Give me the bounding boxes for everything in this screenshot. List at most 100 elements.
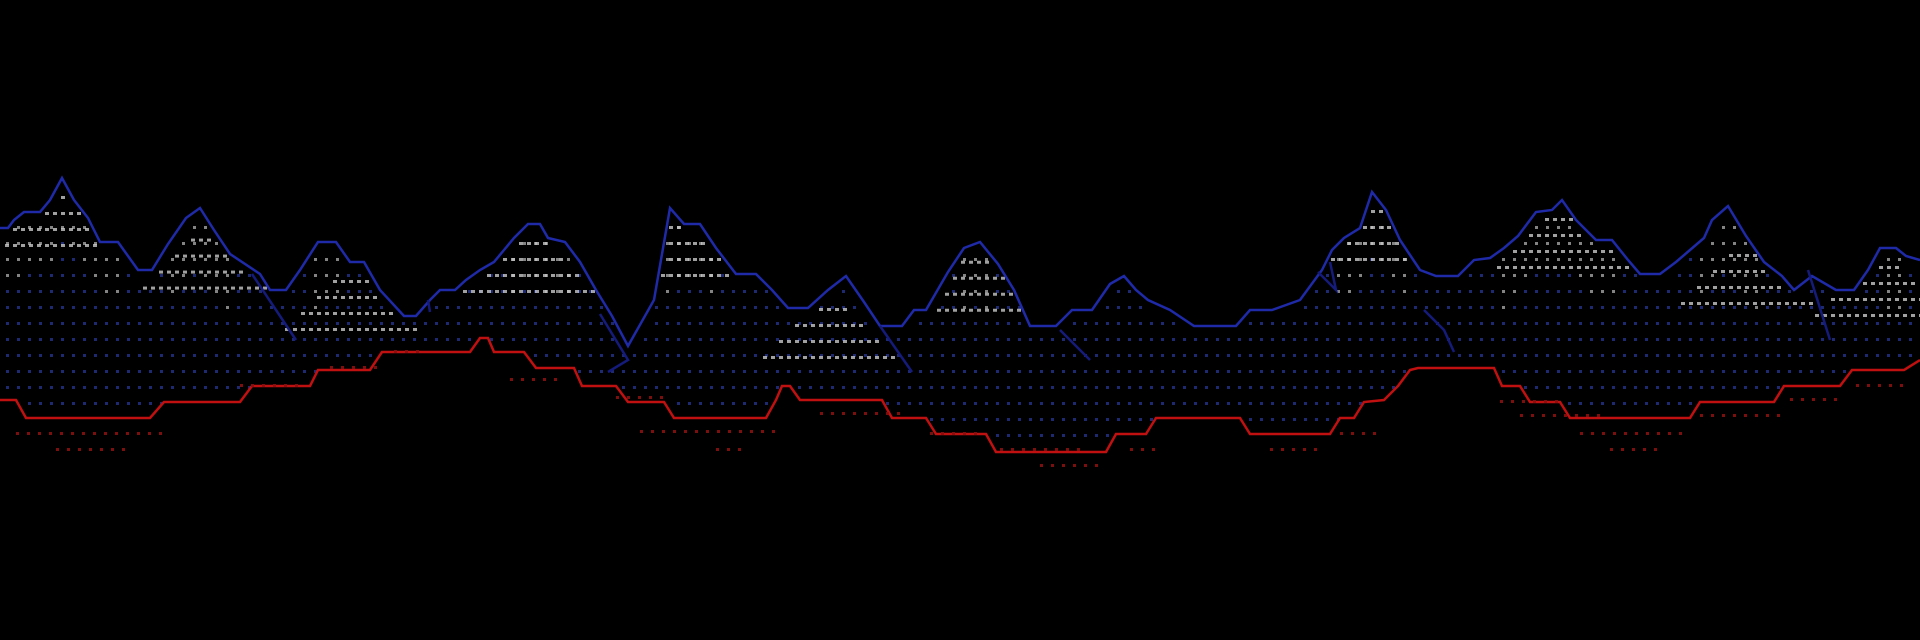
shade-dot — [1678, 386, 1681, 389]
shade-dot — [149, 322, 152, 325]
shade-dot — [50, 274, 53, 277]
shade-dot — [1700, 306, 1703, 309]
snow-dot — [717, 258, 721, 261]
shade-dot — [39, 306, 42, 309]
snow-dot — [1513, 266, 1517, 269]
shade-dot — [1722, 290, 1725, 293]
shade-dot — [1348, 338, 1351, 341]
shade-dot — [1535, 306, 1538, 309]
shade-dot — [875, 370, 878, 373]
snow-dot — [993, 292, 997, 296]
shade-dot — [1117, 322, 1120, 325]
shade-dot — [1711, 354, 1714, 357]
shade-dot — [72, 242, 75, 245]
shade-dot — [765, 322, 768, 325]
shade-dot — [270, 370, 273, 373]
shade-dot — [985, 306, 988, 309]
shade-dot — [1238, 338, 1241, 341]
shade-dot — [1062, 402, 1065, 405]
snow-dot — [1585, 266, 1589, 269]
shade-dot — [1084, 322, 1087, 325]
shade-dot — [1326, 306, 1329, 309]
shade-dot — [1403, 338, 1406, 341]
shade-dot — [1546, 322, 1549, 325]
shade-dot — [413, 322, 416, 325]
shade-dot — [369, 306, 372, 309]
shade-dot — [1601, 370, 1604, 373]
shade-dot — [1832, 306, 1835, 309]
shade-dot — [1117, 402, 1120, 405]
shade-dot — [490, 290, 493, 293]
shade-dot — [666, 274, 669, 277]
shade-dot — [941, 402, 944, 405]
shade-dot — [1854, 354, 1857, 357]
snow-dot — [1363, 226, 1367, 229]
shade-dot — [1161, 370, 1164, 373]
shade-dot — [1645, 354, 1648, 357]
shade-dot — [1348, 354, 1351, 357]
shade-dot — [831, 386, 834, 389]
shade-dot — [17, 290, 20, 293]
shade-dot — [369, 354, 372, 357]
shade-dot — [952, 402, 955, 405]
ground-dot — [148, 432, 151, 435]
shade-dot — [963, 418, 966, 421]
shade-dot — [1843, 370, 1846, 373]
shade-dot — [1821, 370, 1824, 373]
shade-dot — [1612, 386, 1615, 389]
shade-dot — [149, 306, 152, 309]
snow-dot — [1371, 210, 1375, 213]
snow-dot — [961, 292, 965, 296]
shade-dot — [1348, 386, 1351, 389]
snow-dot — [1729, 302, 1733, 305]
ground-dot — [262, 384, 265, 387]
snow-dot — [969, 308, 973, 312]
snow-dot — [693, 242, 697, 245]
snow-dot — [1379, 242, 1383, 245]
shade-dot — [589, 322, 592, 325]
shade-dot — [259, 370, 262, 373]
snow-dot — [1553, 250, 1557, 253]
ground-dot — [1553, 414, 1556, 417]
shade-dot — [996, 418, 999, 421]
shade-dot — [864, 354, 867, 357]
shade-dot — [919, 338, 922, 341]
shade-dot — [1106, 354, 1109, 357]
shade-dot — [237, 370, 240, 373]
shade-dot — [1601, 258, 1604, 261]
shade-dot — [1590, 242, 1593, 245]
snow-dot — [1513, 250, 1517, 253]
shade-dot — [17, 226, 20, 229]
shade-dot — [61, 242, 64, 245]
shade-dot — [61, 386, 64, 389]
shade-dot — [1898, 338, 1901, 341]
shade-dot — [1337, 370, 1340, 373]
shade-dot — [952, 290, 955, 293]
shade-dot — [765, 290, 768, 293]
shade-dot — [1304, 402, 1307, 405]
shade-dot — [1579, 258, 1582, 261]
shade-dot — [204, 338, 207, 341]
shade-dot — [622, 354, 625, 357]
ground-dot — [1700, 414, 1703, 417]
snow-dot — [1403, 258, 1407, 261]
shade-dot — [501, 290, 504, 293]
shade-dot — [1788, 370, 1791, 373]
shade-dot — [237, 290, 240, 293]
shade-dot — [1007, 290, 1010, 293]
shade-dot — [1326, 386, 1329, 389]
snow-dot — [835, 324, 839, 327]
shade-dot — [336, 258, 339, 261]
shade-dot — [1062, 370, 1065, 373]
shade-dot — [853, 322, 856, 325]
shade-dot — [369, 290, 372, 293]
snow-dot — [357, 296, 361, 299]
shade-dot — [215, 290, 218, 293]
shade-dot — [281, 306, 284, 309]
shade-dot — [754, 338, 757, 341]
shade-dot — [1348, 290, 1351, 293]
shade-dot — [534, 306, 537, 309]
shade-dot — [1744, 370, 1747, 373]
shade-dot — [17, 370, 20, 373]
shade-dot — [754, 402, 757, 405]
